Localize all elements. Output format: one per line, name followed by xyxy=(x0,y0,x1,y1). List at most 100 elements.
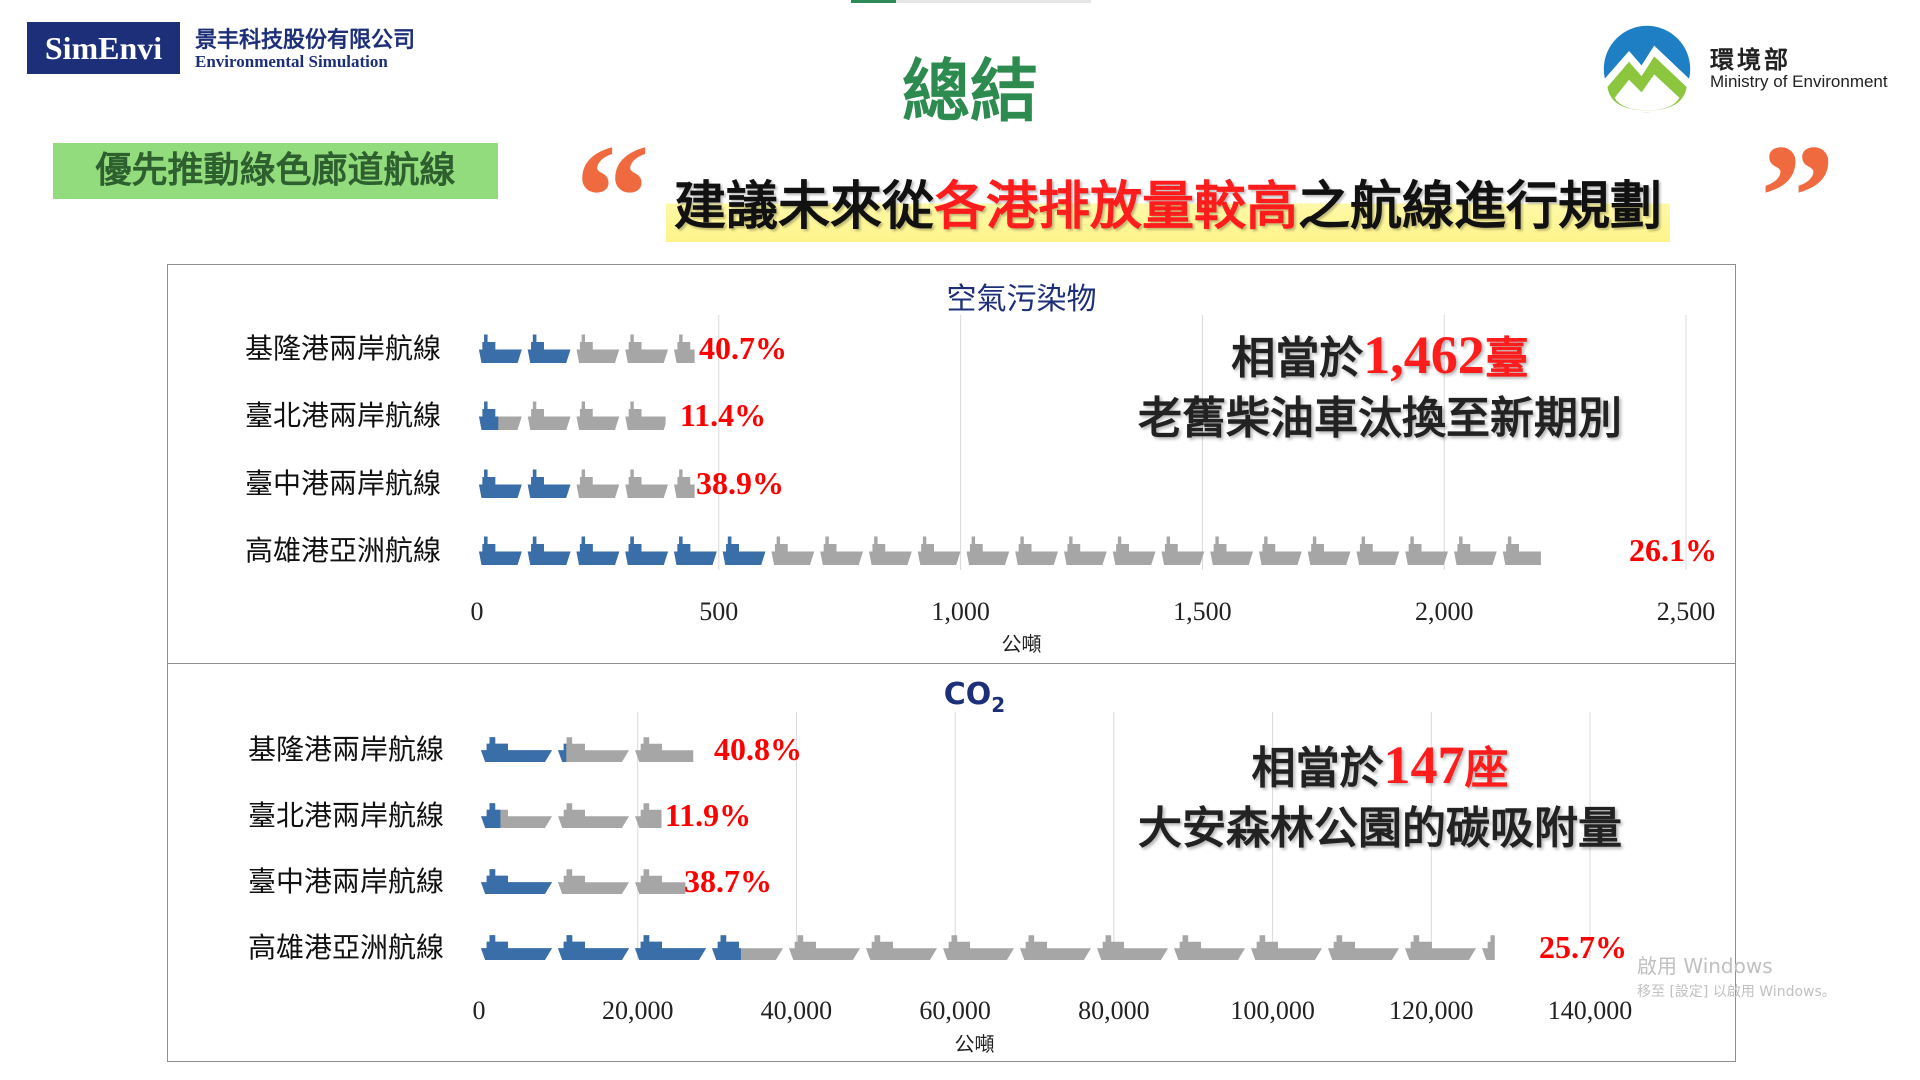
air-pollutant-chart-panel: 空氣污染物 0 500 1,000 1,500 2,000 2,500 公噸 基隆港兩岸航線 40… xyxy=(167,264,1736,664)
ship-icon xyxy=(576,469,620,498)
ship-icon xyxy=(1405,935,1476,960)
ship-icon xyxy=(635,803,662,828)
ship-icon-highlight xyxy=(674,536,717,565)
x-tick-label: 60,000 xyxy=(919,996,991,1025)
company-name-en: Environmental Simulation xyxy=(195,52,388,71)
bar-highlight-0 xyxy=(479,334,566,363)
headline-part2: 之航線進行規劃 xyxy=(1298,177,1663,237)
ship-icon-highlight xyxy=(481,869,552,894)
windows-activation-watermark: 啟用 Windows 移至 [設定] 以啟用 Windows。 xyxy=(1637,950,1836,1001)
co2-chart-panel: CO2 0 20,000 40,000 60,000 80,000 100,000 120,0… xyxy=(167,663,1736,1062)
x-tick-label: 20,000 xyxy=(602,996,674,1025)
close-quote-mark: ” xyxy=(1760,114,1835,280)
ship-icon-highlight xyxy=(558,882,559,884)
bar-highlight-1 xyxy=(481,803,501,828)
top-progress-accent xyxy=(851,0,896,3)
ship-icon xyxy=(625,401,666,430)
chart-title: CO2 xyxy=(944,677,1005,717)
x-axis-unit-label: 公噸 xyxy=(955,1032,995,1056)
ship-icon xyxy=(1210,536,1253,565)
ship-icon-highlight xyxy=(481,935,552,960)
ship-icon xyxy=(1112,536,1156,565)
ship-icon xyxy=(576,401,620,430)
co2-equivalent-number: 147 xyxy=(1383,735,1465,795)
top-progress-bar xyxy=(851,0,1091,3)
x-tick-label: 1,000 xyxy=(931,597,990,626)
x-tick-label: 40,000 xyxy=(761,996,833,1025)
co2-equivalent-note: 相當於147座 大安森林公園的碳吸附量 xyxy=(1080,735,1680,859)
percent-label: 38.9% xyxy=(696,465,784,501)
chart-title-subscript: 2 xyxy=(991,693,1005,717)
ship-icon xyxy=(943,935,1014,960)
ship-icon xyxy=(789,935,860,960)
x-tick-label: 80,000 xyxy=(1078,996,1150,1025)
percent-label: 11.9% xyxy=(665,797,751,833)
headline-part1: 建議未來從 xyxy=(674,177,935,237)
ship-icon xyxy=(1097,935,1168,960)
ship-icon xyxy=(917,536,961,565)
ship-icon-highlight xyxy=(635,935,706,960)
page-title: 總結 xyxy=(901,53,1038,132)
ship-icon xyxy=(966,536,1010,565)
category-label: 臺北港兩岸航線 xyxy=(245,399,441,432)
bar-highlight-2 xyxy=(479,469,562,498)
x-tick-label: 2,500 xyxy=(1657,597,1716,626)
ship-icon-highlight xyxy=(479,469,522,498)
priority-tag: 優先推動綠色廊道航線 xyxy=(53,143,498,199)
percent-label: 26.1% xyxy=(1629,532,1717,568)
air-pollutant-chart: 空氣污染物 0 500 1,000 1,500 2,000 2,500 公噸 基隆港兩岸航線 40… xyxy=(245,282,1717,656)
category-label: 高雄港亞洲航線 xyxy=(248,931,444,964)
ship-icon-highlight xyxy=(712,935,741,960)
watermark-line1: 啟用 Windows xyxy=(1637,954,1773,978)
ship-icon xyxy=(576,334,620,363)
headline: 建議未來從各港排放量較高之航線進行規劃 xyxy=(666,172,1671,242)
x-tick-label: 2,000 xyxy=(1415,597,1474,626)
ship-icon xyxy=(820,536,863,565)
bar-1 xyxy=(479,401,666,430)
bar-3 xyxy=(481,935,1495,960)
ship-icon xyxy=(625,469,668,498)
ship-icon-highlight xyxy=(527,469,562,498)
category-label: 基隆港兩岸航線 xyxy=(245,332,441,365)
ship-icon xyxy=(635,737,694,762)
category-label: 基隆港兩岸航線 xyxy=(248,733,444,766)
ship-icon xyxy=(1020,935,1091,960)
ship-icon-highlight xyxy=(625,536,668,565)
ship-icon xyxy=(1328,935,1399,960)
percent-label: 40.8% xyxy=(714,731,802,767)
ship-icon-highlight xyxy=(527,536,571,565)
category-label: 臺北港兩岸航線 xyxy=(248,799,444,832)
air-equivalent-desc: 老舊柴油車汰換至新期別 xyxy=(1138,393,1622,444)
bar-highlight-3 xyxy=(479,536,755,565)
ship-icon xyxy=(866,935,937,960)
category-label: 高雄港亞洲航線 xyxy=(245,534,441,567)
percent-label: 25.7% xyxy=(1539,929,1627,965)
ship-icon xyxy=(1454,536,1497,565)
x-tick-label: 0 xyxy=(473,996,486,1025)
percent-label: 40.7% xyxy=(699,330,787,366)
ship-icon xyxy=(1307,536,1351,565)
ship-icon-highlight xyxy=(481,803,501,828)
air-equivalent-note: 相當於1,462臺 老舊柴油車汰換至新期別 xyxy=(1080,325,1680,449)
ship-icon xyxy=(1174,935,1245,960)
ship-icon xyxy=(1502,536,1541,565)
simenvi-logo: SimEnvi xyxy=(27,22,180,74)
ship-icon-highlight xyxy=(479,334,522,363)
air-equivalent-unit: 臺 xyxy=(1484,333,1529,384)
ship-icon xyxy=(1405,536,1448,565)
percent-label: 11.4% xyxy=(680,397,766,433)
ministry-logo-icon xyxy=(1603,25,1691,113)
ship-icon xyxy=(1482,935,1495,960)
chart-title-main: CO xyxy=(944,677,992,712)
bar-highlight-2 xyxy=(481,869,559,894)
ship-icon xyxy=(1259,536,1302,565)
ministry-name-cn: 環境部 xyxy=(1710,46,1791,74)
x-axis-unit-label: 公噸 xyxy=(1002,632,1042,656)
ship-icon xyxy=(1064,536,1107,565)
ship-icon xyxy=(1161,536,1205,565)
percent-label: 38.7% xyxy=(684,863,772,899)
bar-highlight-1 xyxy=(479,401,499,430)
air-equivalent-number: 1,462 xyxy=(1363,325,1485,385)
category-label: 臺中港兩岸航線 xyxy=(248,865,444,898)
co2-equivalent-prefix: 相當於 xyxy=(1251,743,1384,794)
